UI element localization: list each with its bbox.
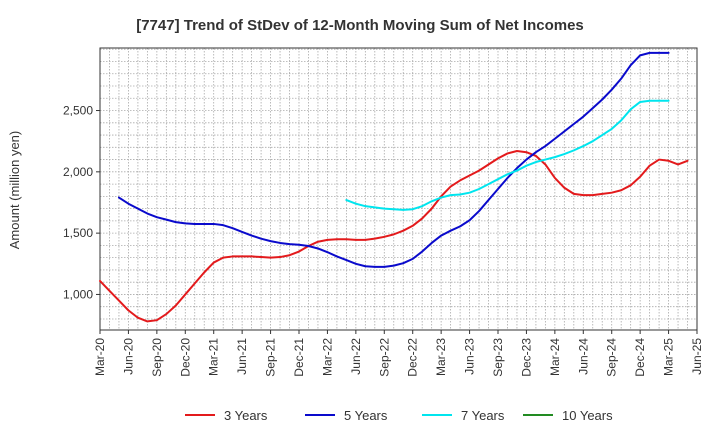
x-tick-label: Jun-21 — [235, 338, 249, 375]
x-tick-label: Jun-24 — [576, 338, 590, 375]
x-tick-label: Dec-24 — [633, 338, 647, 377]
x-tick-label: Jun-22 — [349, 338, 363, 375]
x-tick-label: Dec-23 — [519, 338, 533, 377]
x-tick-label: Sep-20 — [150, 338, 164, 377]
x-tick-label: Sep-24 — [605, 338, 619, 377]
y-axis-label: Amount (million yen) — [7, 131, 22, 250]
legend-label-5-years: 5 Years — [344, 408, 388, 423]
legend-label-10-years: 10 Years — [562, 408, 613, 423]
x-tick-label: Mar-22 — [320, 338, 334, 376]
plot-area: 1,000 1,500 2,000 2,500 Mar-20 Jun-20 Sep-20 De… — [63, 47, 704, 377]
series-line-3-years — [99, 149, 689, 323]
y-tick-label: 2,500 — [63, 104, 93, 118]
y-tick-label: 1,500 — [63, 226, 93, 240]
x-tick-label: Mar-23 — [434, 338, 448, 376]
series-line-5-years — [117, 51, 670, 268]
plot-background — [100, 48, 697, 330]
x-tick-label: Sep-22 — [377, 338, 391, 377]
legend: 3 Years 5 Years 7 Years 10 Years — [185, 408, 613, 423]
x-tick-label: Mar-24 — [548, 338, 562, 376]
x-tick-label: Jun-25 — [690, 338, 704, 375]
plot-frame — [99, 47, 698, 331]
x-tick-label: Jun-23 — [463, 338, 477, 375]
chart-title: [7747] Trend of StDev of 12-Month Moving… — [136, 17, 584, 34]
x-tick-label: Jun-20 — [121, 338, 135, 375]
y-tick-label: 2,000 — [63, 165, 93, 179]
x-tick-label: Dec-20 — [178, 338, 192, 377]
x-tick-label: Mar-25 — [662, 338, 676, 376]
x-tick-label: Dec-21 — [292, 338, 306, 377]
x-tick-label: Mar-20 — [93, 338, 107, 376]
y-tick-label: 1,000 — [63, 287, 93, 301]
x-tick-label: Sep-23 — [491, 338, 505, 377]
x-tick-label: Mar-21 — [207, 338, 221, 376]
x-tick-label: Sep-21 — [264, 338, 278, 377]
series-line-7-years — [345, 99, 670, 211]
legend-label-3-years: 3 Years — [224, 408, 268, 423]
legend-label-7-years: 7 Years — [461, 408, 505, 423]
x-tick-label: Dec-22 — [406, 338, 420, 377]
